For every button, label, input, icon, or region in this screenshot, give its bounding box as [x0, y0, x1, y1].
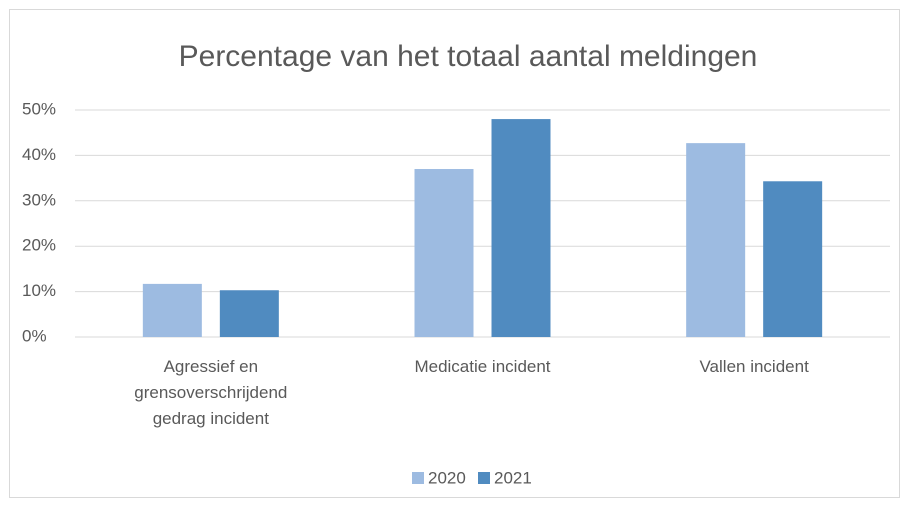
x-tick-label: Vallen incident — [699, 357, 809, 376]
legend-swatch — [478, 472, 490, 484]
x-tick-label: Agressief en grensoverschrijdend gedrag … — [134, 357, 288, 428]
chart-title: Percentage van het totaal aantal melding… — [179, 40, 758, 73]
bar — [414, 169, 474, 337]
legend-label: 2020 — [428, 468, 466, 487]
y-tick-label: 50% — [22, 99, 56, 118]
bar — [763, 181, 823, 337]
legend-swatch — [412, 472, 424, 484]
bar — [219, 290, 279, 337]
bar — [686, 143, 746, 337]
y-tick-label: 0% — [22, 326, 47, 345]
bar — [142, 283, 202, 337]
y-tick-label: 10% — [22, 281, 56, 300]
x-tick-label: Medicatie incident — [414, 357, 551, 376]
legend-label: 2021 — [494, 468, 532, 487]
bar — [491, 119, 551, 337]
y-tick-label: 40% — [22, 145, 56, 164]
y-tick-label: 30% — [22, 190, 56, 209]
y-tick-label: 20% — [22, 236, 56, 255]
